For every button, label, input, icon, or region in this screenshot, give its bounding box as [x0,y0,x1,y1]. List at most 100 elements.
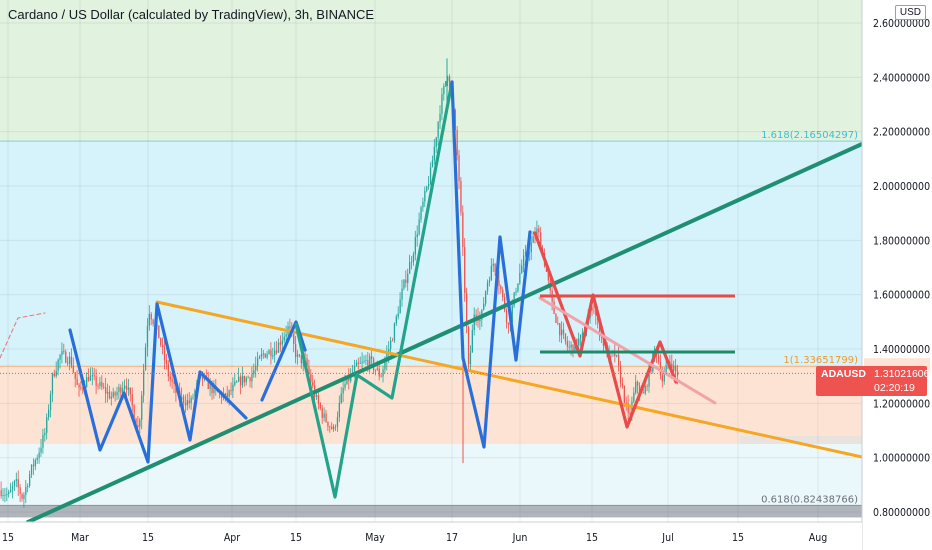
time-tick-label: 15 [142,532,154,544]
candle-body [416,234,418,238]
candle-body [599,320,601,337]
candle-body [23,494,25,499]
candle-body [562,329,565,334]
candle-body [414,237,416,255]
candle-body [367,360,369,366]
candle-body [458,154,460,182]
candle-body [642,392,644,394]
candle-body [648,369,650,387]
candle-body [67,362,69,364]
candle-body [618,355,620,366]
candle-body [479,319,481,322]
candle-body [555,313,557,323]
candle-body [566,341,568,347]
fib-level-labels: 1.618(2.16504297) 1(1.33651799) 0.618(0.82… [761,130,858,505]
candle-body [213,385,215,394]
time-axis: 15 Mar 15 Apr 15 May 17 Jun 15 Jul 15 Aug [0,521,862,550]
candle-body [171,379,173,382]
projection-shade [740,435,862,445]
candle-body [110,396,112,399]
candle-body [469,352,472,365]
candle-body [120,387,122,393]
candle-body [87,377,90,381]
candle-body [412,254,415,262]
candle-body [15,479,17,482]
candle-body [239,376,242,386]
candle-body [101,382,103,387]
candle-body [158,325,160,339]
candle-body [17,479,19,488]
candle-body [97,385,99,387]
price-tick-label: 1.00000000 [873,453,930,465]
fib-label-1: 1(1.33651799) [783,355,858,366]
candle-body [257,358,259,366]
candle-body [593,310,595,311]
candle-body [226,393,228,397]
candle-body [295,344,297,358]
candle-body [334,426,337,428]
candle-body [95,376,97,386]
candle-body [181,396,183,401]
candle-body [378,368,380,377]
candle-body [141,395,143,420]
candle-body [340,393,342,403]
candle-body [114,392,116,396]
candle-body [325,413,327,422]
candle-body [515,291,517,293]
candle-body [627,402,629,413]
candle-body [194,390,196,398]
candle-body [600,336,603,338]
candle-body [264,353,266,358]
candle-body [395,316,397,324]
candle-body [424,190,426,202]
candle-body [232,384,234,392]
wave-blue-2 [260,320,307,402]
candle-body [124,385,126,389]
time-tick-label: Jun [512,532,528,544]
candle-body [323,413,325,418]
candle-body [46,417,48,433]
price-tick-label: 1.40000000 [873,344,930,356]
current-price-symbol: ADAUSD [821,368,866,380]
candle-body [384,361,386,370]
time-tick-label: Jul [661,532,673,544]
candle-body [209,383,211,389]
candle-body [57,359,59,371]
candle-body [663,373,665,382]
candle-body [230,390,232,392]
candle-body [435,137,437,147]
candle-body [152,319,154,325]
candle-body [490,265,492,281]
candle-body [437,122,439,138]
price-tick-label: 2.40000000 [873,72,930,84]
candle-body [361,361,363,364]
zone-gray [0,505,862,518]
ascending-trendline [26,142,864,524]
candle-body [403,279,405,289]
candle-body [564,333,567,342]
candle-body [492,263,494,266]
candle-body [253,370,255,375]
candle-body [336,417,339,427]
candle-body [393,323,396,341]
candle-body [623,386,625,403]
candle-body [561,329,563,336]
candle-body [53,373,55,377]
candle-body [40,447,42,453]
candle-body [268,350,270,355]
candle-body [29,474,31,486]
candle-body [467,327,470,365]
currency-button[interactable]: USD [894,5,926,20]
candle-body [380,376,382,378]
candle-body [93,375,95,377]
candle-body [21,493,23,499]
candle-body [25,486,27,495]
candle-body [443,85,445,95]
time-tick-label: Apr [224,532,240,544]
candle-body [439,113,441,123]
candle-body [619,365,622,384]
candle-body [112,392,114,397]
candle-body [143,370,145,396]
candle-body [675,365,677,372]
